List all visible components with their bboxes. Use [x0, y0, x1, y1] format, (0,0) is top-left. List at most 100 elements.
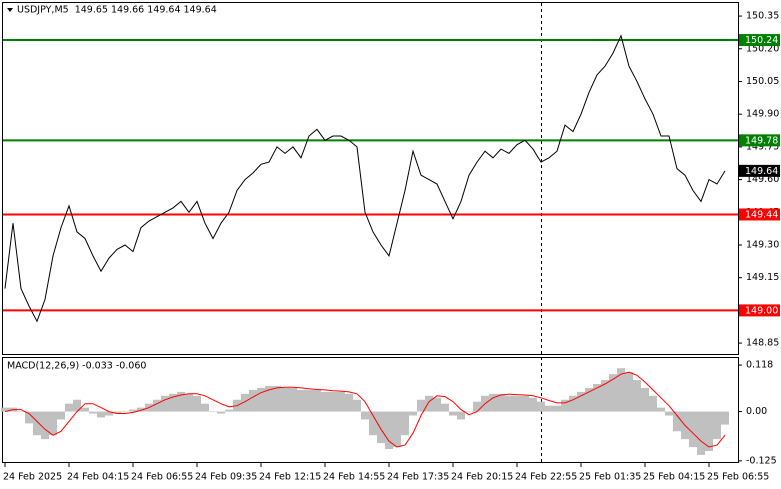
macd-bar: [89, 411, 97, 414]
macd-bar: [441, 403, 449, 412]
macd-bar: [225, 409, 233, 412]
y-tick-label: 149.30: [746, 239, 779, 250]
macd-bar: [345, 393, 353, 412]
x-tick-label: 24 Feb 17:35: [387, 472, 449, 483]
macd-bar: [433, 397, 441, 412]
macd-bar: [121, 411, 129, 413]
macd-bar: [529, 397, 537, 412]
y-tick-label: 149.90: [746, 109, 779, 120]
macd-bar: [457, 411, 465, 420]
y-tick-label: 0.118: [746, 360, 773, 371]
chart-title: USDJPY,M5 149.65 149.66 149.64 149.64: [17, 5, 217, 16]
macd-bar: [513, 395, 521, 412]
macd-bar: [265, 385, 273, 412]
y-tick-label: 150.05: [746, 76, 779, 87]
x-tick-label: 24 Feb 06:55: [131, 472, 193, 483]
marks: 150.35150.20150.05149.90149.75149.60149.…: [1, 11, 780, 483]
macd-bar: [505, 395, 513, 412]
macd-bar: [273, 385, 281, 412]
macd-bar: [25, 411, 33, 424]
macd-bar: [169, 393, 177, 412]
macd-bar: [361, 411, 369, 420]
x-tick-label: 25 Feb 01:35: [579, 472, 641, 483]
y-tick-label: 150.20: [746, 43, 779, 54]
macd-bar: [489, 393, 497, 412]
x-tick-label: 25 Feb 04:15: [643, 472, 705, 483]
macd-bar: [657, 407, 665, 412]
level-label: 150.24: [745, 35, 778, 46]
macd-bar: [185, 393, 193, 412]
last-price-box: [739, 164, 780, 177]
macd-bar: [521, 395, 529, 412]
y-tick-label: 148.85: [746, 338, 779, 349]
macd-bar: [193, 395, 201, 412]
macd-bar: [17, 411, 25, 413]
macd-bar: [593, 384, 601, 412]
macd-bar: [65, 403, 73, 412]
macd-bar: [297, 389, 305, 412]
macd-bar: [257, 387, 265, 412]
macd-bar: [337, 391, 345, 412]
price-panel: [2, 2, 739, 355]
level-label-box: [739, 208, 780, 221]
macd-bar: [329, 391, 337, 412]
y-tick-label: 149.15: [746, 272, 779, 283]
macd-bar: [217, 411, 225, 414]
macd-bar: [553, 405, 561, 412]
x-tick-label: 24 Feb 20:15: [451, 472, 513, 483]
macd-bar: [241, 393, 249, 412]
x-tick-label: 24 Feb 04:15: [67, 472, 129, 483]
last-price-label: 149.64: [745, 166, 778, 177]
macd-bar: [137, 407, 145, 412]
macd-bar: [281, 387, 289, 412]
macd-bar: [289, 387, 297, 412]
macd-bar: [585, 387, 593, 412]
macd-bar: [633, 380, 641, 412]
level-label-box: [739, 304, 780, 317]
macd-bar: [377, 411, 385, 444]
macd-bar: [409, 411, 417, 416]
macd-bar: [617, 368, 625, 412]
macd-bar: [577, 391, 585, 412]
macd-bar: [537, 401, 545, 412]
price-line: [4, 34, 726, 323]
x-tick-label: 24 Feb 14:55: [323, 472, 385, 483]
macd-bar: [249, 389, 257, 412]
level-label: 149.00: [745, 305, 778, 316]
macd-bar: [425, 395, 433, 412]
macd-bar: [721, 411, 729, 425]
y-tick-label: 149.75: [746, 141, 779, 152]
macd-bar: [401, 411, 409, 436]
macd-bar: [497, 393, 505, 412]
macd-bar: [385, 411, 393, 449]
macd-bar: [689, 411, 697, 448]
macd-bar: [393, 411, 401, 448]
level-label: 149.44: [745, 209, 778, 220]
macd-bar: [713, 411, 721, 440]
macd-bar: [569, 395, 577, 412]
x-tick-label: 24 Feb 2025: [3, 472, 62, 483]
macd-bar: [353, 399, 361, 412]
x-tick-label: 25 Feb 06:55: [707, 472, 769, 483]
symbol-menu-icon[interactable]: [7, 8, 13, 12]
macd-bar: [561, 399, 569, 412]
macd-bar: [601, 380, 609, 412]
macd-title: MACD(12,26,9) -0.033 -0.060: [7, 361, 146, 372]
macd-bar: [105, 411, 113, 416]
level-label-box: [739, 134, 780, 147]
macd-bar: [209, 411, 217, 413]
macd-bar: [57, 411, 65, 420]
macd-bar: [625, 372, 633, 412]
macd-bar: [449, 411, 457, 416]
macd-bar: [41, 411, 49, 440]
y-tick-label: 0.00: [746, 406, 767, 417]
macd-bar: [49, 411, 57, 436]
macd-bar: [465, 411, 473, 413]
y-tick-label: -0.125: [746, 455, 777, 466]
x-tick-label: 24 Feb 22:55: [515, 472, 577, 483]
macd-bar: [81, 407, 89, 412]
macd-bar: [153, 399, 161, 412]
x-tick-label: 24 Feb 12:15: [259, 472, 321, 483]
macd-bar: [321, 391, 329, 412]
